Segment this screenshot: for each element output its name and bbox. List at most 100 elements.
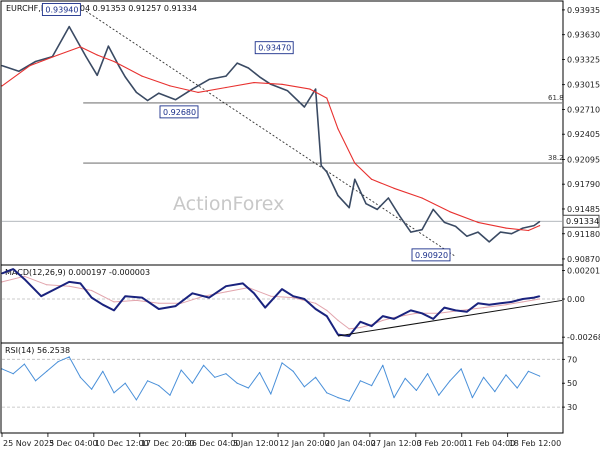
rsi-line-point <box>382 364 384 366</box>
rsi-line-point <box>371 385 373 387</box>
ohlc-values: 0.91304 0.91353 0.91257 0.91334 <box>57 4 197 13</box>
y-tick-label: 0.92405 <box>567 130 600 139</box>
price-series-line-point <box>119 66 121 68</box>
rsi-line-point <box>214 376 216 378</box>
rsi-line-point <box>23 363 25 365</box>
rsi-line-point <box>1 368 3 370</box>
macd-signal-line-point <box>135 299 137 301</box>
macd-main-line-point <box>113 309 115 311</box>
macd-signal-line-point <box>337 319 339 321</box>
price-series-line-point <box>315 88 317 90</box>
moving-average-line-point <box>281 83 283 85</box>
price-series-line-point <box>499 231 501 233</box>
macd-main-line-point <box>175 305 177 307</box>
moving-average-line-point <box>354 162 356 164</box>
macd-main-line-point <box>12 268 14 270</box>
y-axis-labels: 0.93935 0.93630 0.93325 0.93015 0.92710 0.924… <box>562 6 600 412</box>
rsi-line-point <box>35 380 37 382</box>
price-annotation-label: 0.93940 <box>45 6 78 15</box>
moving-average-line-point <box>527 229 530 232</box>
rsi-line-point <box>326 392 328 394</box>
rsi-line-point <box>124 382 126 384</box>
rsi-line-point <box>158 385 160 387</box>
price-series-line-point <box>107 45 109 47</box>
moving-average-line-point <box>393 187 395 189</box>
macd-signal-line-point <box>522 301 524 303</box>
macd-signal-line-point <box>415 312 417 314</box>
y-tick-label: 0.92710 <box>567 105 600 114</box>
moving-average-line-point <box>477 221 479 223</box>
y-tick-label: 0.93630 <box>567 31 600 40</box>
rsi-series-layer <box>1 356 562 408</box>
rsi-label: RSI(14) 56.2538 <box>5 346 70 355</box>
price-series-line-point <box>539 221 541 223</box>
price-series-line-point <box>287 90 289 92</box>
moving-average-line-point <box>141 75 143 77</box>
x-tick-label: 25 Nov 2025 <box>3 439 54 448</box>
x-tick-label: 18 Feb 12:00 <box>509 439 561 448</box>
rsi-line-point <box>236 382 238 384</box>
rsi-line-point <box>404 377 406 379</box>
macd-main-line-point <box>393 318 395 320</box>
price-series-line-point <box>354 178 356 180</box>
price-series-line-point <box>387 197 389 199</box>
macd-signal-line-point <box>326 309 328 311</box>
macd-signal-line-point <box>46 284 48 286</box>
price-series-line-point <box>376 208 378 210</box>
rsi-line-point <box>348 400 350 402</box>
price-series-line-point <box>511 233 513 235</box>
price-annotation-box <box>41 3 81 16</box>
macd-main-line-point <box>242 282 244 284</box>
x-tick-label: 27 Jan 12:00 <box>371 439 422 448</box>
price-series-line-point <box>247 67 249 69</box>
rsi-line-point <box>79 376 81 378</box>
macd-panel-frame <box>0 264 564 344</box>
y-tick-label: 0.91485 <box>567 205 600 214</box>
x-tick-label: 5 Jan 12:00 <box>233 439 279 448</box>
y-tick-label: 50 <box>567 379 577 388</box>
rsi-line-point <box>460 368 462 370</box>
rsi-line-point <box>449 380 451 382</box>
x-tick-label: 26 Dec 04:00 <box>187 439 241 448</box>
rsi-line-point <box>359 380 361 382</box>
y-tick-label: 30 <box>567 403 577 412</box>
rsi-line-point <box>393 397 395 399</box>
macd-main-line-point <box>57 287 59 289</box>
y-tick-label: 0.00201 <box>567 266 600 275</box>
rsi-line-point <box>303 386 305 388</box>
macd-signal-line-point <box>315 302 317 304</box>
x-tick-label: 3 Dec 04:00 <box>49 439 98 448</box>
price-series-line-point <box>477 231 479 233</box>
rsi-line-point <box>102 370 104 372</box>
rsi-line-point <box>315 376 317 378</box>
price-series-line-point <box>1 65 3 67</box>
moving-average-line-point <box>1 85 3 87</box>
fib-level-label: 61.8 <box>548 94 564 102</box>
price-annotation-box <box>411 248 451 262</box>
price-series-line-point <box>208 78 210 80</box>
moving-average-line-point <box>79 46 81 48</box>
price-annotation-label: 0.93470 <box>258 44 291 53</box>
macd-main-line-point <box>421 312 423 314</box>
y-tick-label: 0.91790 <box>567 180 600 189</box>
rsi-line-point <box>12 373 14 375</box>
rsi-line-point <box>292 370 294 372</box>
macd-main-line-point <box>102 304 104 306</box>
macd-main-line-point <box>477 302 479 304</box>
macd-main-line-point <box>315 308 317 310</box>
macd-main-line-point <box>371 325 373 327</box>
macd-main-line-point <box>208 297 210 299</box>
price-annotation-label: 0.92680 <box>163 108 196 117</box>
price-series-line-point <box>488 241 490 243</box>
macd-main-line-point <box>281 288 283 290</box>
macd-main-line-point <box>348 335 350 337</box>
fib-level-label: 38.2 <box>548 154 564 162</box>
moving-average-line-point <box>505 227 507 229</box>
y-tick-label: 70 <box>567 355 577 364</box>
macd-main-line-point <box>337 334 339 336</box>
moving-average-line-point <box>169 85 171 87</box>
rsi-line-point <box>505 374 507 376</box>
y-tick-label: 0.93935 <box>567 6 600 15</box>
moving-average-line-point <box>371 178 373 180</box>
